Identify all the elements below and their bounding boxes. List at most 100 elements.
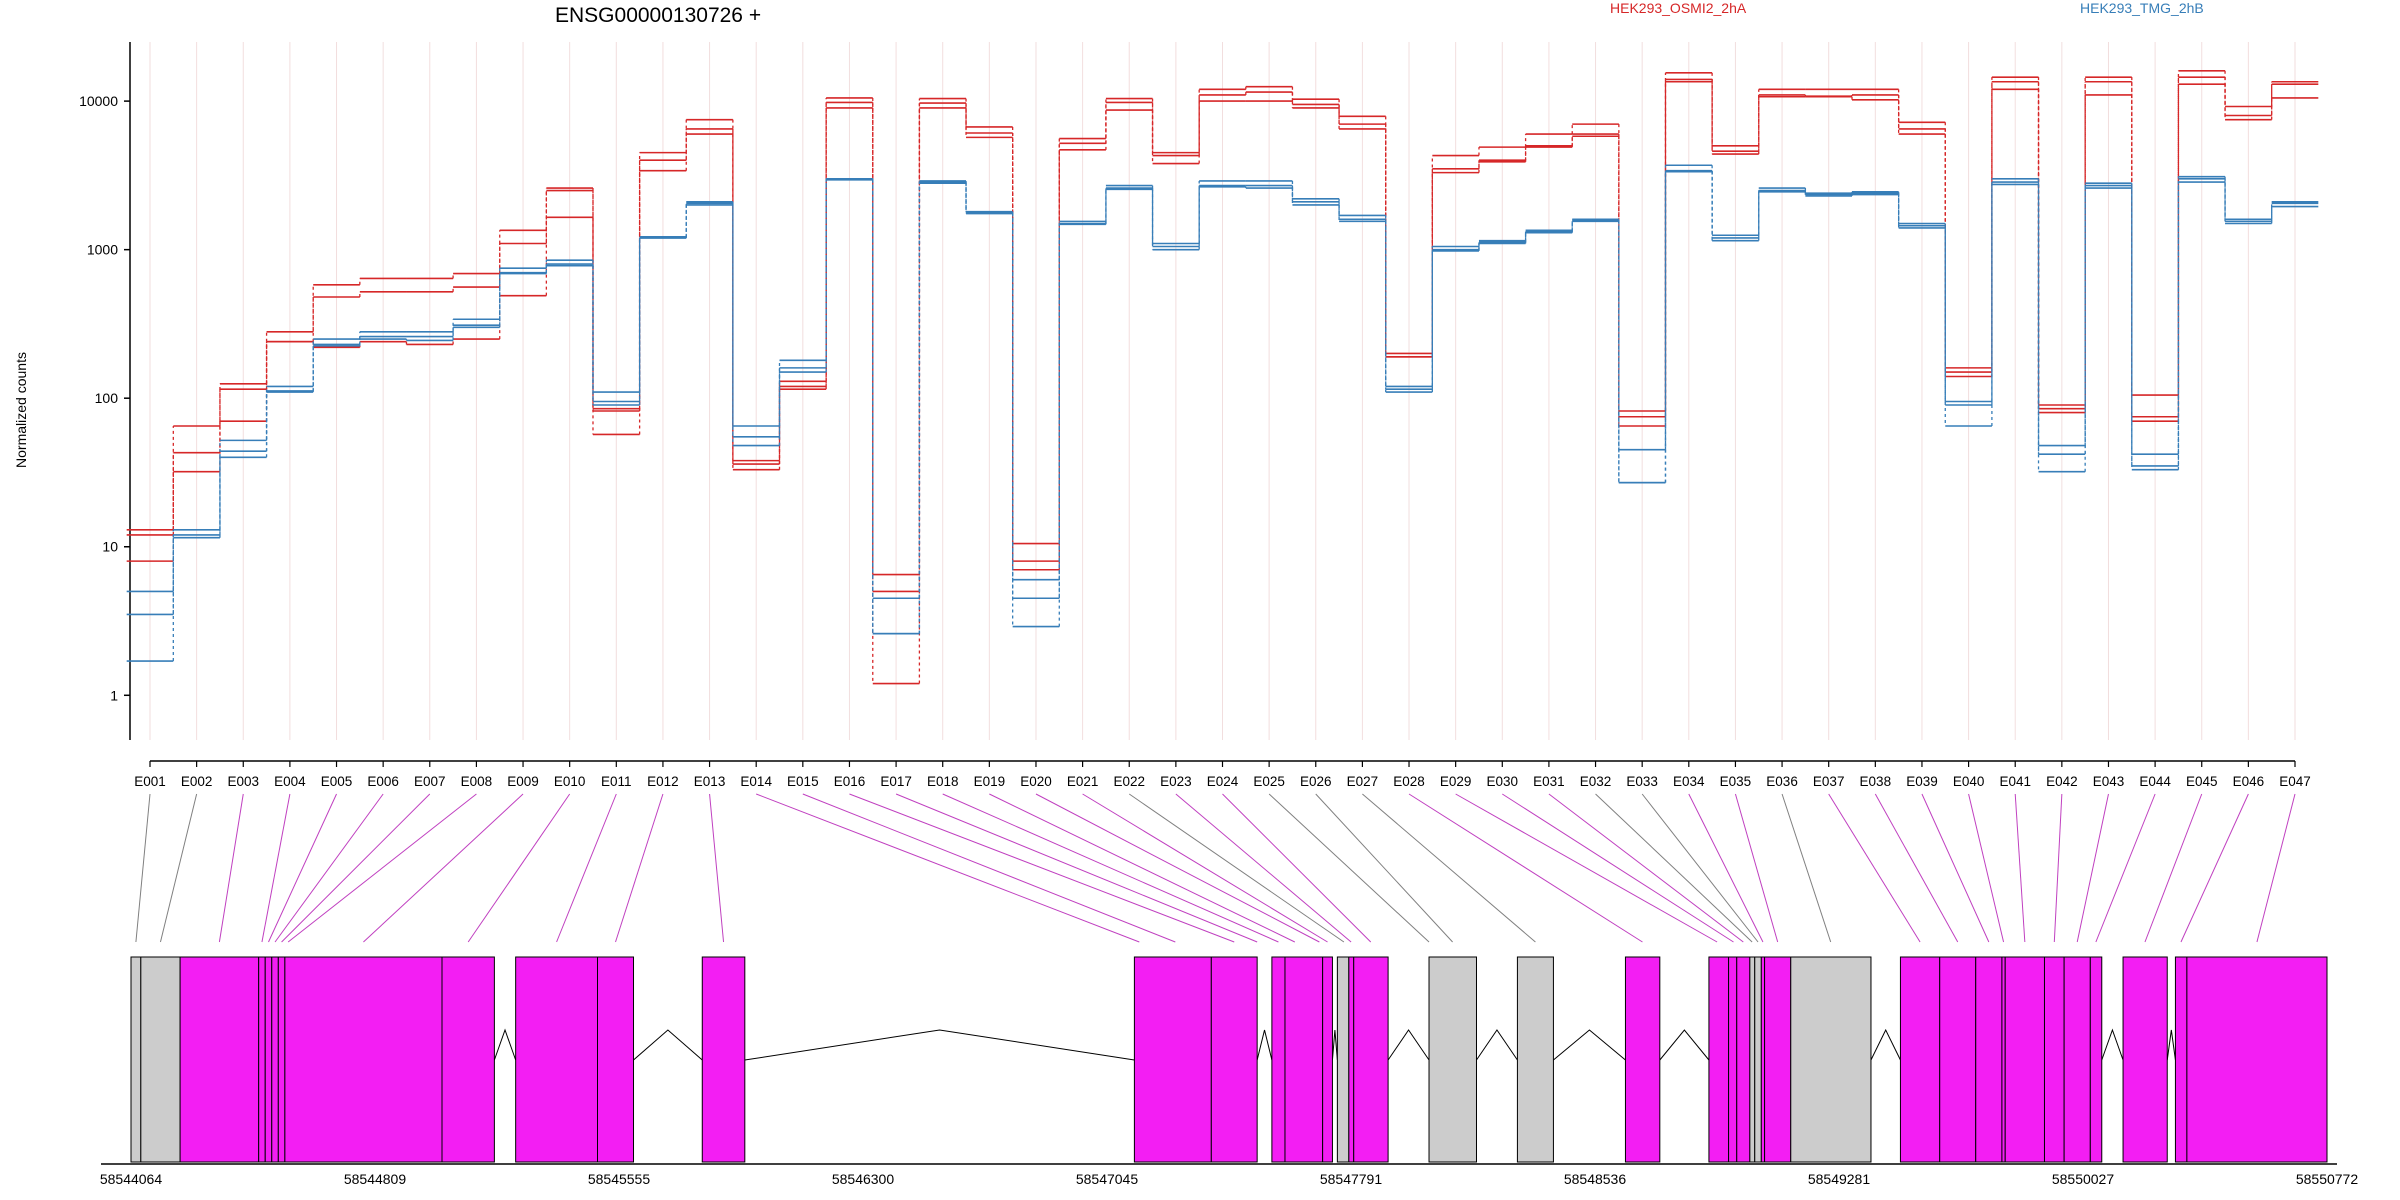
exon-box <box>284 956 443 1163</box>
coordinate-label: 58545555 <box>588 1171 651 1187</box>
exon-link-line <box>1408 793 1643 943</box>
exon-label: E001 <box>134 774 166 789</box>
exon-label: E034 <box>1673 774 1705 789</box>
intron <box>1553 1029 1626 1061</box>
exon-link-line <box>556 793 617 943</box>
exon-link-line <box>1734 793 1779 943</box>
intron <box>1659 1029 1710 1061</box>
exon-link-line <box>281 793 431 943</box>
exon-box <box>1728 956 1738 1163</box>
intron <box>633 1029 703 1061</box>
exon-link-line <box>1688 793 1764 943</box>
exon-label: E041 <box>1999 774 2031 789</box>
exon-link-line <box>942 793 1279 943</box>
exon-box <box>2043 956 2065 1163</box>
exon-label: E033 <box>1626 774 1658 789</box>
y-axis: 1 10 100 1000 10000 <box>79 42 131 740</box>
exon-label: E027 <box>1347 774 1379 789</box>
legend-entry-condition-a: HEK293_OSMI2_2hA <box>1610 0 1747 16</box>
exon-label: E035 <box>1720 774 1752 789</box>
exon-box <box>1210 956 1258 1163</box>
exon-link-line <box>1268 793 1430 943</box>
exon-box <box>1899 956 1941 1163</box>
exon-box <box>179 956 260 1163</box>
coordinate-label: 58550772 <box>2296 1171 2359 1187</box>
exon-label: E040 <box>1953 774 1985 789</box>
exon-box <box>258 956 266 1163</box>
exon-label: E006 <box>367 774 399 789</box>
exon-link-line <box>1548 793 1744 943</box>
exon-link-line <box>2076 793 2109 943</box>
exon-box <box>1790 956 1872 1163</box>
exon-box <box>1764 956 1792 1163</box>
exon-link-line <box>1874 793 1959 943</box>
exon-box <box>1975 956 2003 1163</box>
exon-box <box>1736 956 1751 1163</box>
exon-box <box>264 956 273 1163</box>
exon-box <box>271 956 279 1163</box>
exon-link-line <box>1455 793 1718 943</box>
exon-box <box>2186 956 2328 1163</box>
exon-label: E015 <box>787 774 819 789</box>
coordinate-label: 58546300 <box>832 1171 895 1187</box>
exon-label: E019 <box>974 774 1006 789</box>
exon-link-line <box>159 793 198 943</box>
exon-label: E011 <box>601 774 632 789</box>
genomic-coordinate-axis: 58544064 58544809 58545555 58546300 58547045… <box>100 1163 2359 1187</box>
exon-label: E021 <box>1067 774 1099 789</box>
y-tick-label: 10000 <box>79 93 118 109</box>
y-tick-label: 1000 <box>87 242 118 258</box>
coordinate-label: 58544064 <box>100 1171 163 1187</box>
exon-box <box>140 956 181 1163</box>
coordinate-label: 58549281 <box>1808 1171 1871 1187</box>
exon-box <box>2004 956 2045 1163</box>
exon-box <box>1336 956 1350 1163</box>
y-axis-label: Normalized counts <box>13 352 29 468</box>
exon-box <box>130 956 142 1163</box>
exon-box <box>1348 956 1355 1163</box>
coordinate-label: 58550027 <box>2052 1171 2115 1187</box>
exon-link-line <box>802 793 1176 943</box>
coordinate-label: 58544809 <box>344 1171 407 1187</box>
exon-link-line <box>135 793 151 943</box>
exon-link-line <box>756 793 1140 943</box>
exon-label: E029 <box>1440 774 1472 789</box>
exon-label: E032 <box>1580 774 1612 789</box>
exon-label: E030 <box>1487 774 1519 789</box>
exon-link-line <box>274 793 384 943</box>
exon-link-line <box>1781 793 1832 943</box>
exon-link-line <box>1641 793 1759 943</box>
exon-box <box>1271 956 1286 1163</box>
exon-gridlines <box>149 42 2296 740</box>
exon-label: E026 <box>1300 774 1332 789</box>
series-layer <box>126 69 2319 685</box>
exon-link-line <box>1362 793 1536 943</box>
exon-label: E038 <box>1860 774 1892 789</box>
intron <box>744 1029 1135 1061</box>
exon-link-line <box>1082 793 1328 943</box>
exon-label: E047 <box>2279 774 2311 789</box>
intron <box>493 1028 517 1061</box>
exon-box <box>1322 956 1333 1163</box>
exon-label: E028 <box>1393 774 1425 789</box>
exon-link-lines <box>135 793 2296 943</box>
gene-model-track <box>130 956 2328 1163</box>
y-tick-label: 1 <box>110 687 118 703</box>
exon-link-line <box>2256 793 2296 943</box>
exon-link-line <box>2095 793 2156 943</box>
exon-label: E009 <box>507 774 539 789</box>
exon-label: E039 <box>1906 774 1938 789</box>
intron <box>1387 1029 1430 1061</box>
exon-link-line <box>2144 793 2203 943</box>
exon-label: E013 <box>694 774 726 789</box>
exon-box <box>1284 956 1324 1163</box>
exon-label: E042 <box>2046 774 2078 789</box>
exon-box <box>1624 956 1661 1163</box>
exon-link-line <box>1502 793 1734 943</box>
exon-link-line <box>2180 793 2249 943</box>
intron <box>1870 1028 1901 1061</box>
chart-title: ENSG00000130726 + <box>555 4 761 27</box>
exon-label: E046 <box>2233 774 2265 789</box>
exon-label: E022 <box>1113 774 1145 789</box>
intron <box>1476 1029 1518 1061</box>
